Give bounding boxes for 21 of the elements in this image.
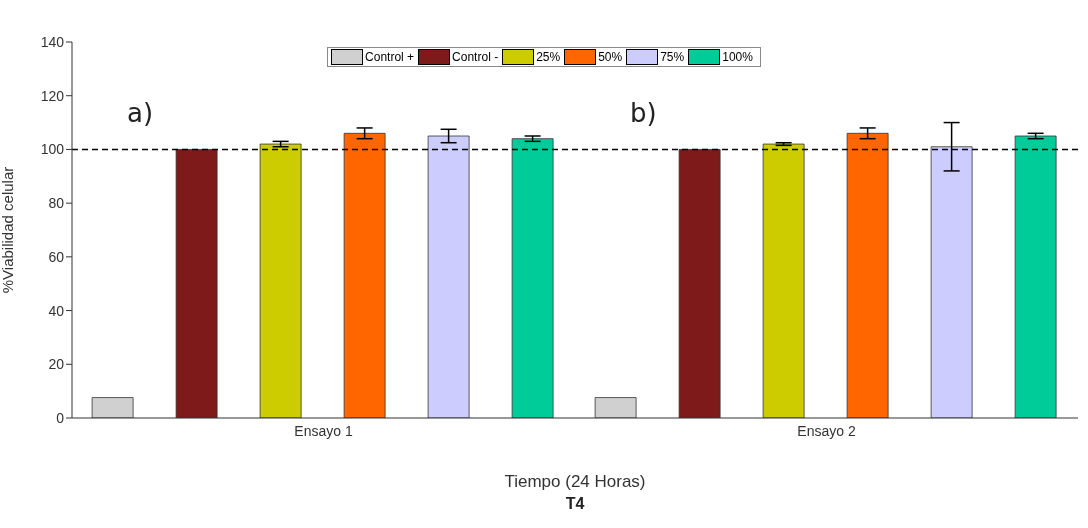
legend-label: 75% xyxy=(659,49,685,65)
legend-label: 50% xyxy=(597,49,623,65)
y-tick-label: 100 xyxy=(40,141,65,158)
x-tick-label: Ensayo 2 xyxy=(797,422,856,439)
y-axis-title: %Viabilidad celular xyxy=(0,166,17,294)
legend-label: 100% xyxy=(721,49,753,65)
x-axis-title: Tiempo (24 Horas) xyxy=(503,472,647,492)
y-tick-label: 140 xyxy=(40,33,65,50)
y-tick-label: 20 xyxy=(48,356,65,373)
y-tick-label: 0 xyxy=(56,409,65,426)
y-tick-label: 120 xyxy=(40,87,65,104)
y-tick-label: 60 xyxy=(48,248,65,265)
legend-label: 25% xyxy=(535,49,561,65)
text: T4 xyxy=(564,495,586,513)
legend-label: Control + xyxy=(364,49,415,65)
x-tick-label: Ensayo 1 xyxy=(294,422,353,439)
annotation: a) xyxy=(127,98,154,128)
y-tick-label: 40 xyxy=(48,302,65,319)
annotation: b) xyxy=(630,98,657,128)
legend-label: Control - xyxy=(451,49,499,65)
y-tick-label: 80 xyxy=(48,195,65,212)
